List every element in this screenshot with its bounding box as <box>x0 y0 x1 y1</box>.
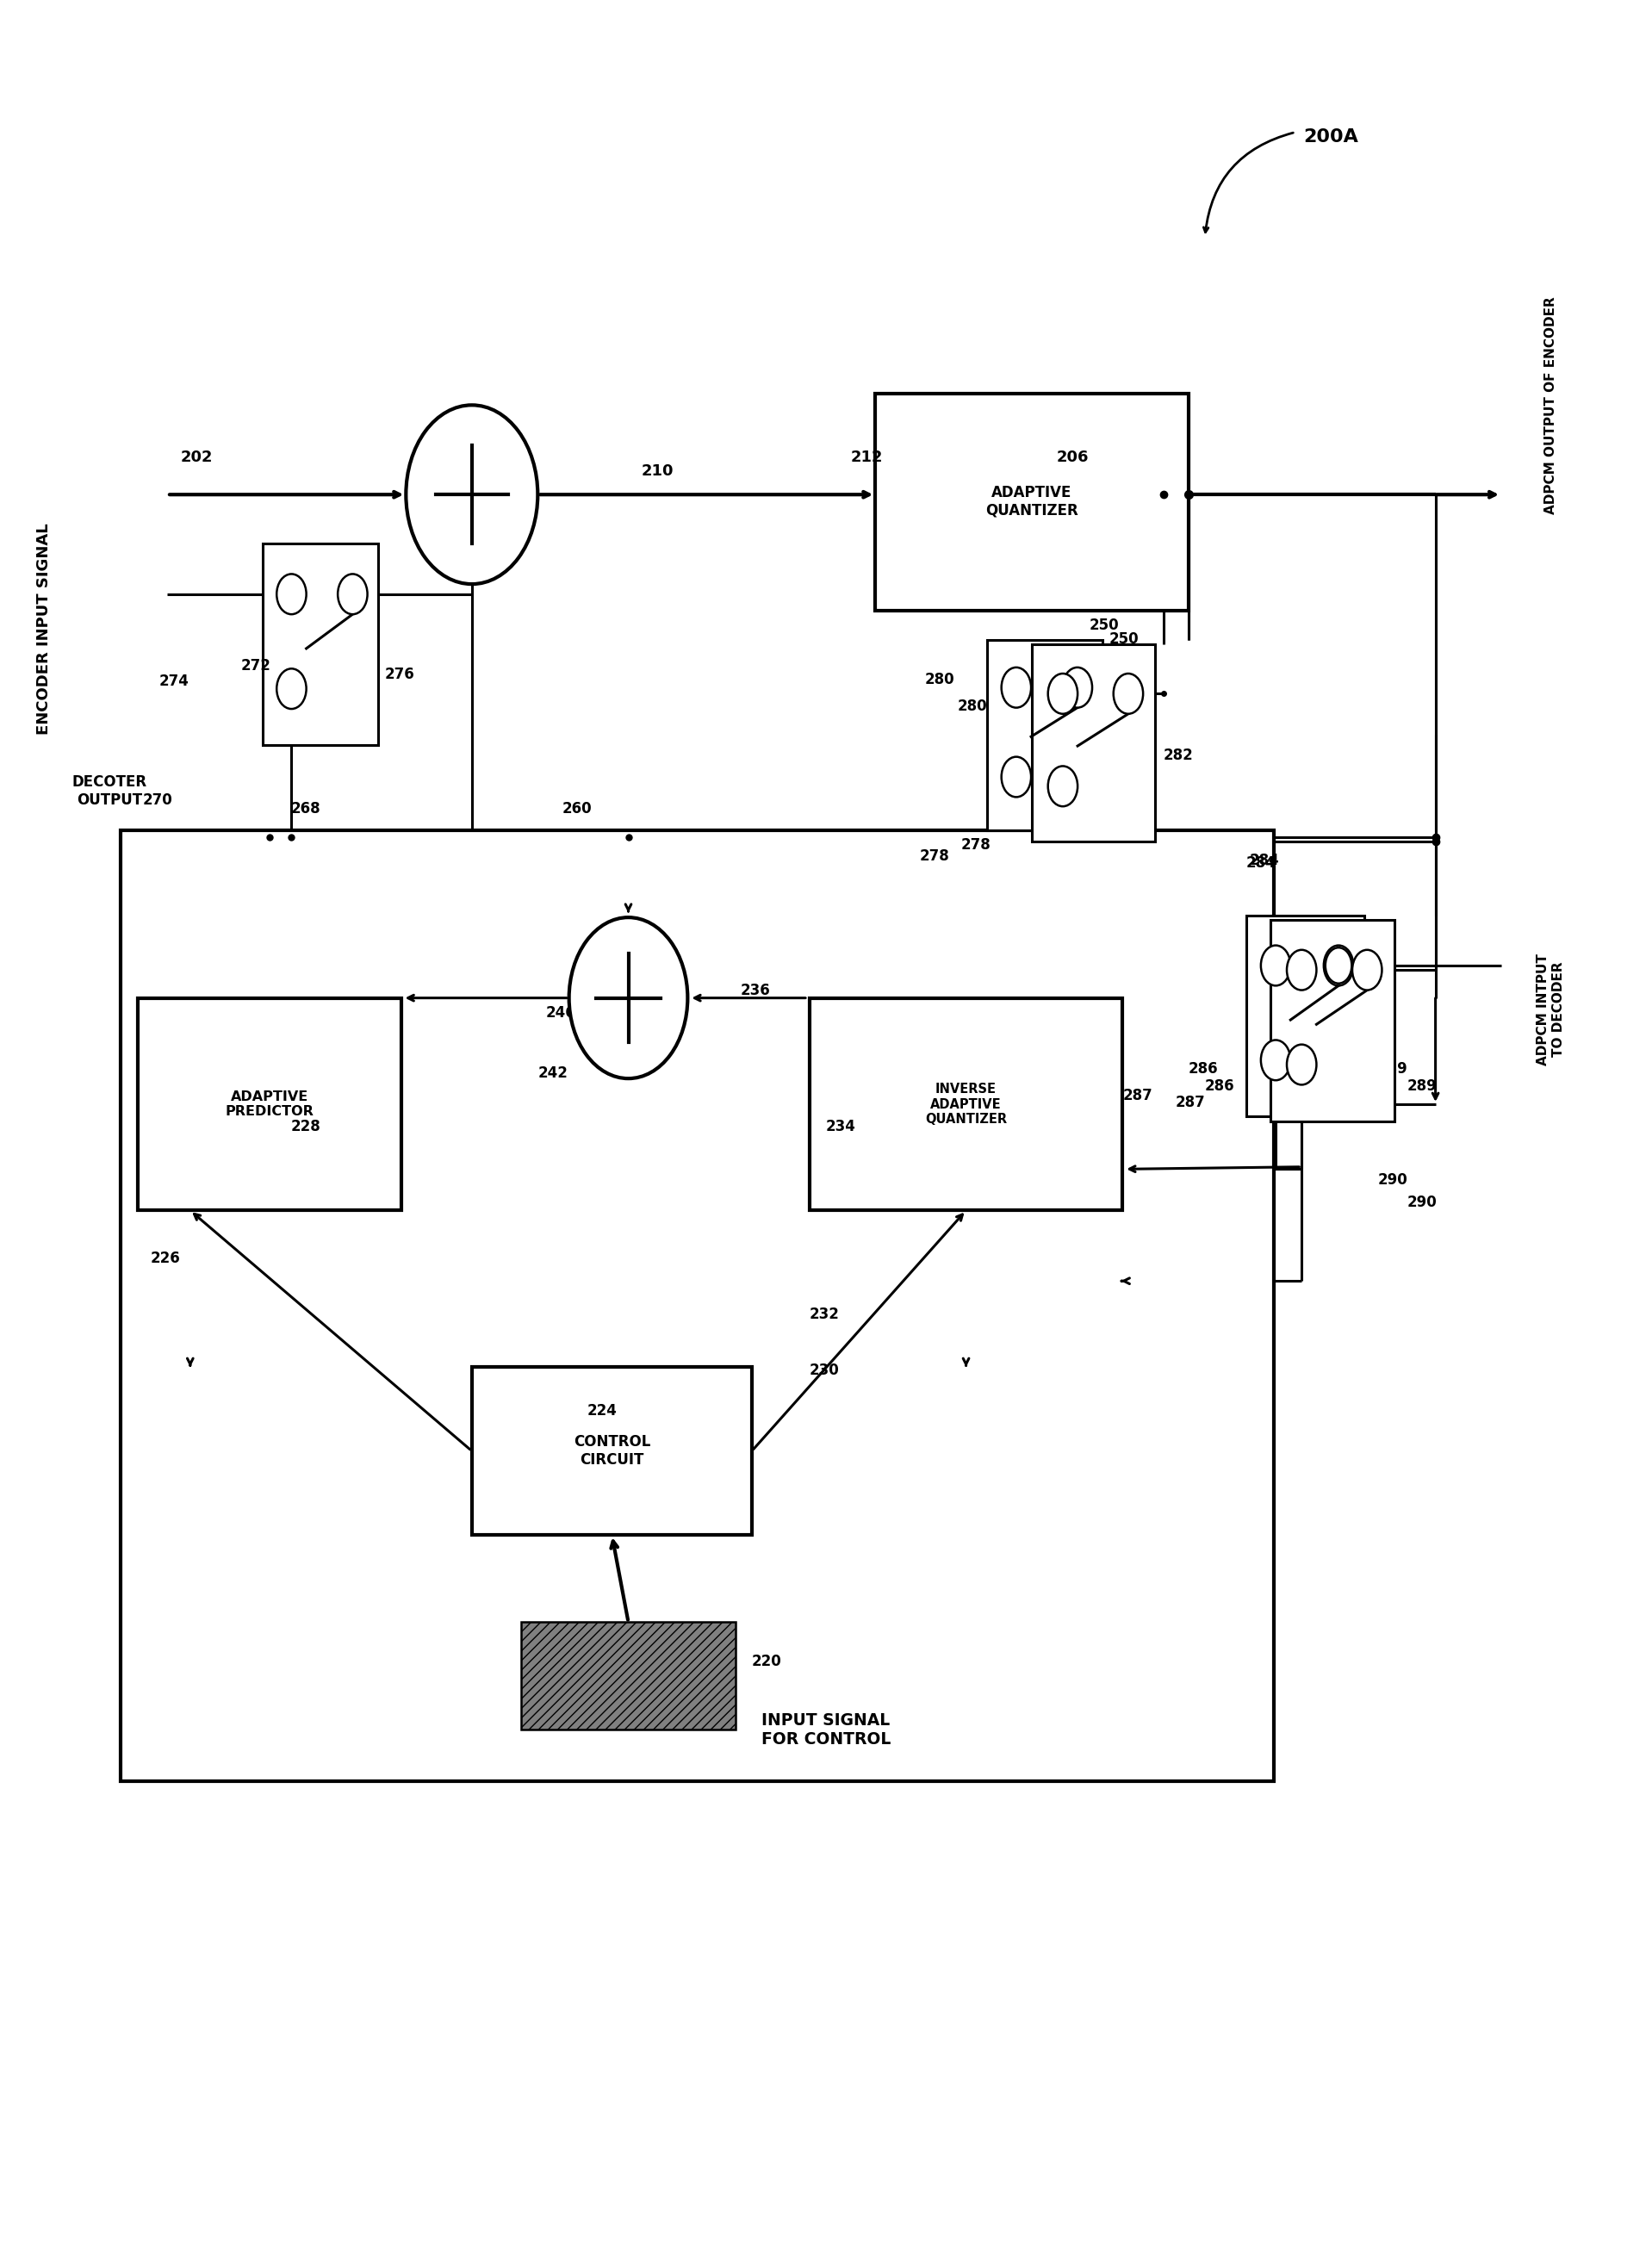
Bar <box>522 1623 735 1729</box>
Bar <box>472 1368 752 1536</box>
Text: 236: 236 <box>740 982 770 998</box>
Text: 246: 246 <box>545 1004 577 1020</box>
Circle shape <box>1260 1040 1290 1081</box>
Text: 232: 232 <box>809 1307 839 1323</box>
Circle shape <box>337 574 367 614</box>
Text: 250: 250 <box>1090 619 1120 632</box>
Bar <box>876 395 1188 610</box>
Bar <box>263 545 378 744</box>
Text: 278: 278 <box>920 847 950 863</box>
Text: 250: 250 <box>1110 632 1140 646</box>
Circle shape <box>1062 668 1092 708</box>
Bar <box>809 998 1122 1211</box>
Text: DECOTER
OUTPUT: DECOTER OUTPUT <box>73 773 147 807</box>
Bar <box>1270 919 1394 1121</box>
Text: 230: 230 <box>809 1363 839 1379</box>
Text: 290: 290 <box>1408 1195 1437 1211</box>
Text: ADAPTIVE
PREDICTOR: ADAPTIVE PREDICTOR <box>225 1090 314 1119</box>
Text: 289: 289 <box>1378 1060 1408 1076</box>
Text: 276: 276 <box>385 668 415 682</box>
Text: 282: 282 <box>1110 738 1140 753</box>
Text: 224: 224 <box>586 1403 618 1419</box>
Text: 278: 278 <box>961 836 991 852</box>
Circle shape <box>1325 948 1351 984</box>
Circle shape <box>406 406 539 585</box>
Text: CONTROL
CIRCUIT: CONTROL CIRCUIT <box>573 1435 651 1469</box>
Text: 208: 208 <box>451 451 482 466</box>
Text: 280: 280 <box>958 697 988 713</box>
Text: ENCODER INPUT SIGNAL: ENCODER INPUT SIGNAL <box>36 522 51 735</box>
Text: 240: 240 <box>641 948 671 964</box>
Text: ADPCM INTPUT
TO DECODER: ADPCM INTPUT TO DECODER <box>1536 953 1564 1065</box>
Text: 228: 228 <box>291 1119 320 1134</box>
Text: 290: 290 <box>1378 1173 1408 1188</box>
Text: 234: 234 <box>826 1119 856 1134</box>
Text: 268: 268 <box>291 800 320 816</box>
Bar <box>1032 643 1155 841</box>
Bar <box>988 639 1104 830</box>
Text: 212: 212 <box>851 451 884 466</box>
Text: 286: 286 <box>1188 1060 1218 1076</box>
Text: 220: 220 <box>752 1655 781 1668</box>
Text: 202: 202 <box>180 451 213 466</box>
Text: 270: 270 <box>142 791 172 807</box>
Circle shape <box>1047 673 1077 713</box>
Circle shape <box>1113 673 1143 713</box>
Text: 287: 287 <box>1175 1094 1206 1110</box>
Text: 246: 246 <box>325 1004 355 1020</box>
Circle shape <box>1260 946 1290 986</box>
Text: 272: 272 <box>241 659 271 673</box>
Circle shape <box>1353 951 1383 991</box>
Text: 280: 280 <box>925 670 955 686</box>
Text: 284: 284 <box>1249 852 1279 868</box>
Bar <box>121 830 1274 1780</box>
Circle shape <box>1047 767 1077 807</box>
Circle shape <box>1323 946 1353 986</box>
Text: 242: 242 <box>539 1065 568 1081</box>
Text: 289: 289 <box>1408 1078 1437 1094</box>
Text: INVERSE
ADAPTIVE
QUANTIZER: INVERSE ADAPTIVE QUANTIZER <box>925 1083 1008 1125</box>
Text: 206: 206 <box>1057 451 1089 466</box>
Text: 274: 274 <box>159 673 188 688</box>
Bar <box>137 998 401 1211</box>
Text: 260: 260 <box>562 800 593 816</box>
Text: 284: 284 <box>1246 854 1275 870</box>
Text: 286: 286 <box>1204 1078 1234 1094</box>
Circle shape <box>1001 758 1031 798</box>
Circle shape <box>276 574 306 614</box>
Text: INPUT SIGNAL
FOR CONTROL: INPUT SIGNAL FOR CONTROL <box>762 1713 890 1747</box>
Text: 210: 210 <box>641 464 674 480</box>
Text: 226: 226 <box>150 1251 180 1267</box>
Bar <box>1246 915 1365 1117</box>
Circle shape <box>568 917 687 1078</box>
Circle shape <box>1001 668 1031 708</box>
Text: 287: 287 <box>1122 1087 1153 1103</box>
Text: ADAPTIVE
QUANTIZER: ADAPTIVE QUANTIZER <box>986 484 1079 518</box>
Circle shape <box>276 668 306 708</box>
Circle shape <box>1287 951 1317 991</box>
Text: 282: 282 <box>1163 747 1194 762</box>
Text: 200A: 200A <box>1303 128 1358 146</box>
Text: ADPCM OUTPUT OF ENCODER: ADPCM OUTPUT OF ENCODER <box>1545 296 1558 513</box>
Circle shape <box>1287 1045 1317 1085</box>
